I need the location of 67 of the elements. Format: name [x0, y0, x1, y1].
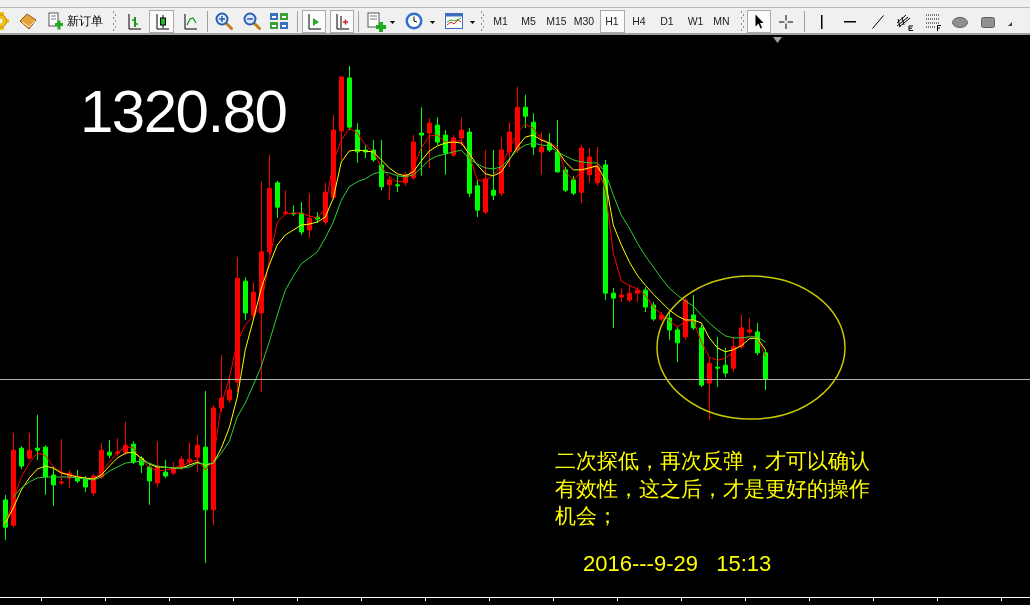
candlestick	[659, 311, 664, 322]
candlestick	[707, 356, 712, 421]
candlestick	[579, 144, 584, 204]
candlestick	[59, 438, 64, 486]
candlestick	[699, 324, 704, 388]
candlestick	[147, 464, 152, 506]
candlestick	[483, 149, 488, 215]
candlestick	[419, 106, 424, 177]
candlestick	[387, 176, 392, 201]
candlestick	[275, 180, 280, 219]
candlestick	[19, 445, 24, 470]
candlestick	[763, 349, 768, 391]
text: M15	[545, 15, 568, 28]
candlestick	[731, 336, 736, 373]
candlestick	[627, 284, 632, 303]
candlestick	[35, 414, 40, 461]
candlestick	[675, 326, 680, 363]
candlestick	[619, 287, 624, 303]
candlestick	[467, 127, 472, 198]
candlestick	[195, 434, 200, 473]
candlestick	[571, 175, 576, 196]
candlestick	[475, 179, 480, 218]
candlestick	[491, 149, 496, 201]
candlestick	[219, 354, 224, 413]
text: M5	[520, 15, 537, 28]
candlestick	[267, 154, 272, 256]
candlestick	[171, 461, 176, 476]
text: 新订单	[67, 14, 103, 28]
candlestick	[107, 439, 112, 459]
candlestick	[683, 297, 688, 341]
candlestick	[115, 437, 120, 457]
text: H4	[631, 15, 647, 28]
candlestick	[187, 441, 192, 466]
candlestick	[347, 65, 352, 131]
candlestick	[435, 116, 440, 146]
candlestick	[715, 336, 720, 388]
candlestick	[283, 189, 288, 216]
candlestick	[611, 287, 616, 329]
candlestick	[499, 136, 504, 197]
text: D1	[659, 15, 675, 28]
candlestick	[539, 131, 544, 176]
text: MN	[712, 15, 731, 28]
candlestick	[203, 390, 208, 564]
candlestick	[155, 440, 160, 488]
text: H1	[604, 15, 620, 28]
candlestick	[595, 146, 600, 187]
text: M1	[492, 15, 509, 28]
candlestick	[83, 475, 88, 493]
candlestick	[635, 286, 640, 303]
candlestick	[123, 421, 128, 456]
candlestick	[523, 94, 528, 129]
candlestick	[251, 281, 256, 319]
text: M30	[572, 15, 596, 28]
annotation: 1320.80	[80, 78, 287, 145]
annotation: 2016---9-29 15:13	[583, 551, 772, 577]
candlestick	[723, 347, 728, 378]
candlestick	[163, 459, 168, 479]
candlestick	[747, 317, 752, 335]
candlestick	[27, 432, 32, 461]
candlestick	[235, 256, 240, 393]
candlestick	[307, 192, 312, 239]
candlestick	[395, 175, 400, 193]
annotation: 二次探低，再次反弹，才可以确认有效性，这之后，才是更好的操作机会；	[555, 448, 871, 530]
candlestick	[243, 276, 248, 321]
candlestick	[555, 119, 560, 174]
text: W1	[686, 15, 705, 28]
candlestick	[259, 181, 264, 393]
